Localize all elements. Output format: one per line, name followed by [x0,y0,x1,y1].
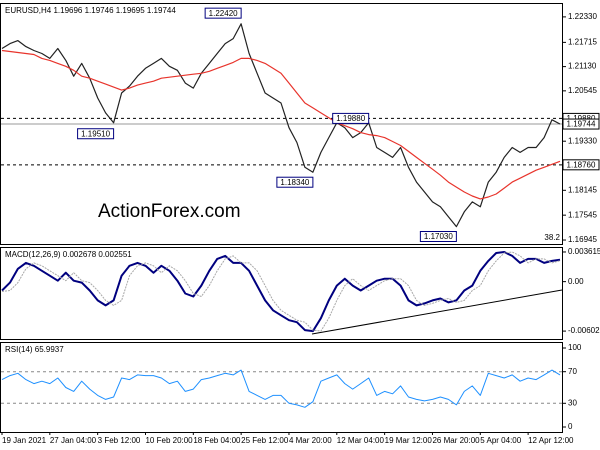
x-tick-label: 5 Apr 04:00 [480,436,521,445]
annotation: 1.19880 [336,114,365,123]
series-line [1,251,561,333]
y-tick-label: 70 [568,367,577,376]
x-tick-label: 19 Mar 12:00 [385,436,433,445]
annotation-box [419,231,457,242]
annotation-box [332,112,370,124]
x-tick-label: 4 Mar 20:00 [289,436,332,445]
x-tick-label: 26 Mar 20:00 [432,436,480,445]
y-tick-label: 0.003615 [568,247,600,256]
annotation: 1.22420 [209,9,238,18]
x-tick-label: 27 Jan 04:00 [50,436,97,445]
level-label-box [562,159,600,171]
series-line [1,23,561,228]
rsi-pane [0,342,563,433]
y-tick-label: 1.18145 [568,185,597,194]
fib-label: 38.2 [544,233,560,242]
y-tick-label: 0.00 [568,277,584,286]
last-price-label: 1.19744 [567,120,596,129]
y-tick-label: 1.21130 [568,62,597,71]
series-line [1,251,561,332]
level-label: 1.19880 [567,114,596,123]
y-tick-label: 0 [568,422,573,431]
last-price-label-box [562,118,600,130]
y-tick-label: 30 [568,398,577,407]
pane-title: MACD(12,26,9) 0.002678 0.002551 [5,250,132,259]
y-tick-label: 1.22330 [568,12,597,21]
annotation-box [276,176,314,188]
x-tick-label: 12 Mar 04:00 [337,436,385,445]
x-tick-label: 10 Feb 20:00 [145,436,193,445]
annotation: 1.18340 [280,178,309,187]
annotation-box [77,128,115,140]
annotation: 1.19510 [81,129,110,138]
y-tick-label: 1.21715 [568,37,597,46]
watermark: ActionForex.com [98,201,241,222]
x-tick-label: 12 Apr 12:00 [528,436,574,445]
trendline [311,289,563,335]
annotation-box [204,7,242,19]
y-tick-label: 1.20545 [568,86,597,95]
y-tick-label: 1.16945 [568,235,597,244]
series-line [1,369,561,408]
pane-title: RSI(14) 65.9937 [5,345,64,354]
y-tick-label: -0.006026 [568,326,600,335]
level-label: 1.18760 [567,160,596,169]
x-tick-label: 25 Feb 12:00 [241,436,289,445]
macd-pane [0,247,563,340]
series-line [1,49,561,200]
pane-title: EURUSD,H4 1.19696 1.19746 1.19695 1.1974… [5,6,176,15]
x-tick-label: 19 Jan 2021 [2,436,47,445]
x-tick-label: 3 Feb 12:00 [98,436,141,445]
y-tick-label: 1.17545 [568,210,597,219]
y-tick-label: 1.19330 [568,136,597,145]
annotation: 1.17030 [424,232,453,241]
y-tick-label: 100 [568,343,582,352]
x-tick-label: 18 Feb 04:00 [193,436,241,445]
